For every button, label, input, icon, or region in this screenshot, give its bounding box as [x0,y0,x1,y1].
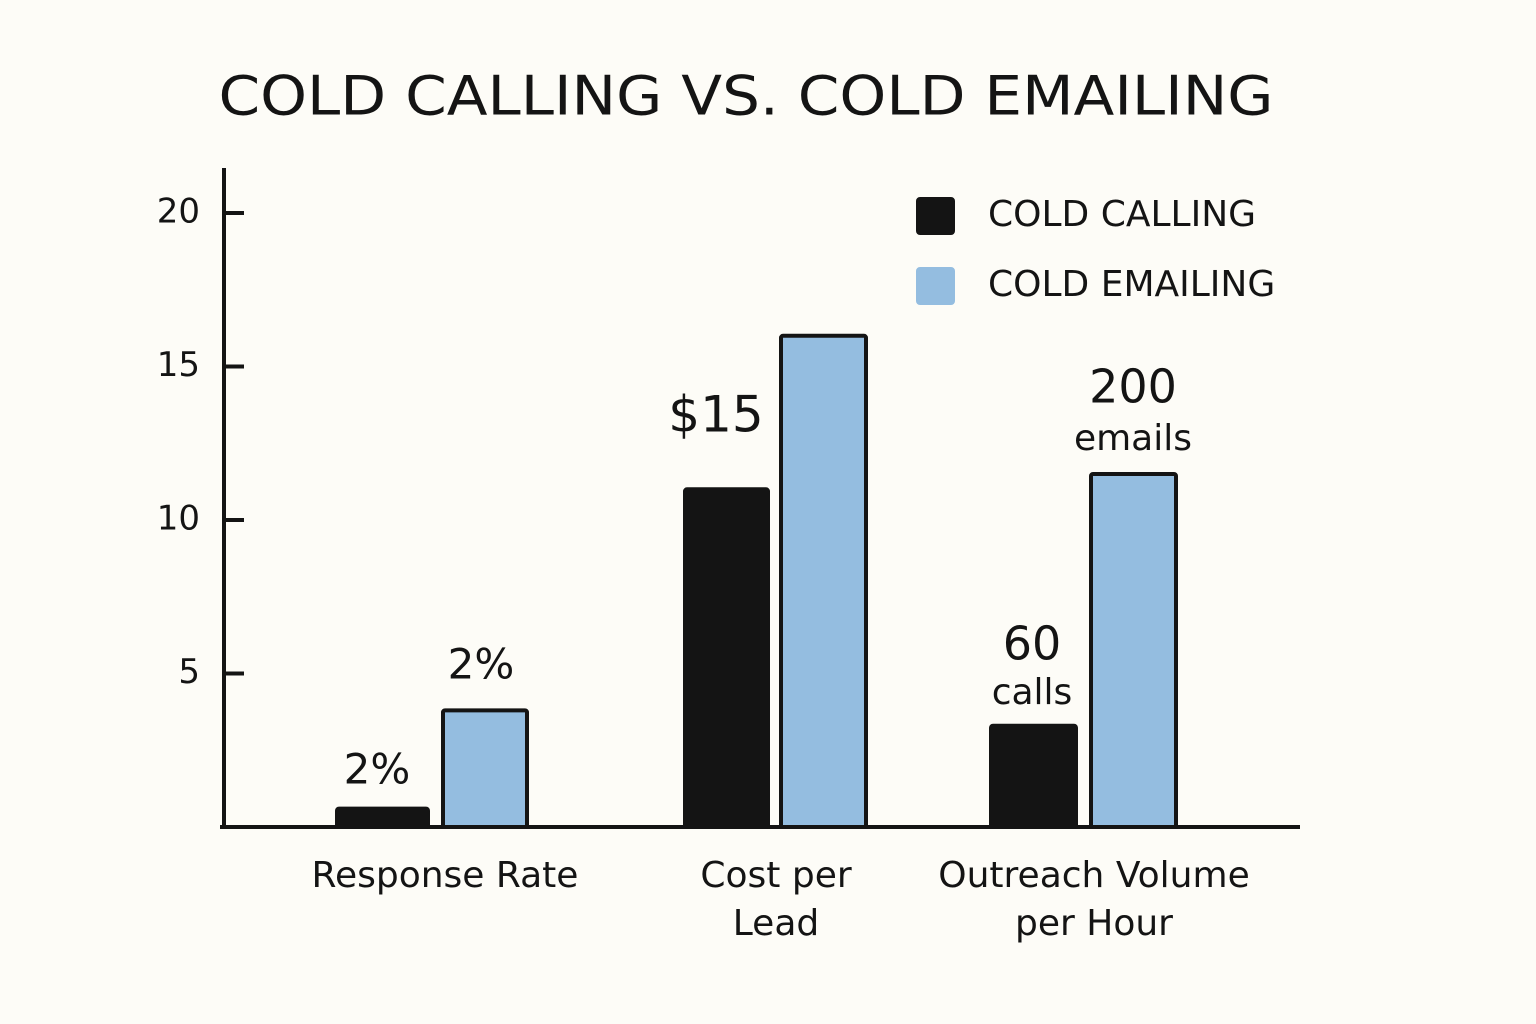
legend-label: COLD CALLING [988,194,1256,235]
annotation: calls [992,672,1073,713]
y-tick-label: 10 [157,499,200,539]
annotation: 2% [344,745,411,794]
bar [779,333,868,829]
legend-swatch [916,267,955,305]
legend-label: COLD EMAILING [988,264,1275,305]
annotation: $15 [668,386,763,444]
bar [441,708,529,830]
annotation: 2% [448,640,515,689]
bar [683,487,770,829]
x-tick-label: Response Rate [311,855,579,896]
bar [989,723,1078,829]
x-tick-label: Cost per Lead [700,855,852,944]
bar [1089,471,1178,829]
y-tick-label: 5 [178,652,200,692]
annotation: 200 [1089,360,1177,414]
chart-title: COLD CALLING VS. COLD EMAILING [219,65,1274,128]
annotation: 60 [1003,617,1062,671]
bar [335,806,430,830]
y-tick-label: 15 [157,345,200,385]
annotation: emails [1074,418,1192,459]
y-tick-label: 20 [157,192,200,232]
x-tick-label: Outreach Volume per Hour [938,855,1250,944]
legend-swatch [916,197,955,235]
